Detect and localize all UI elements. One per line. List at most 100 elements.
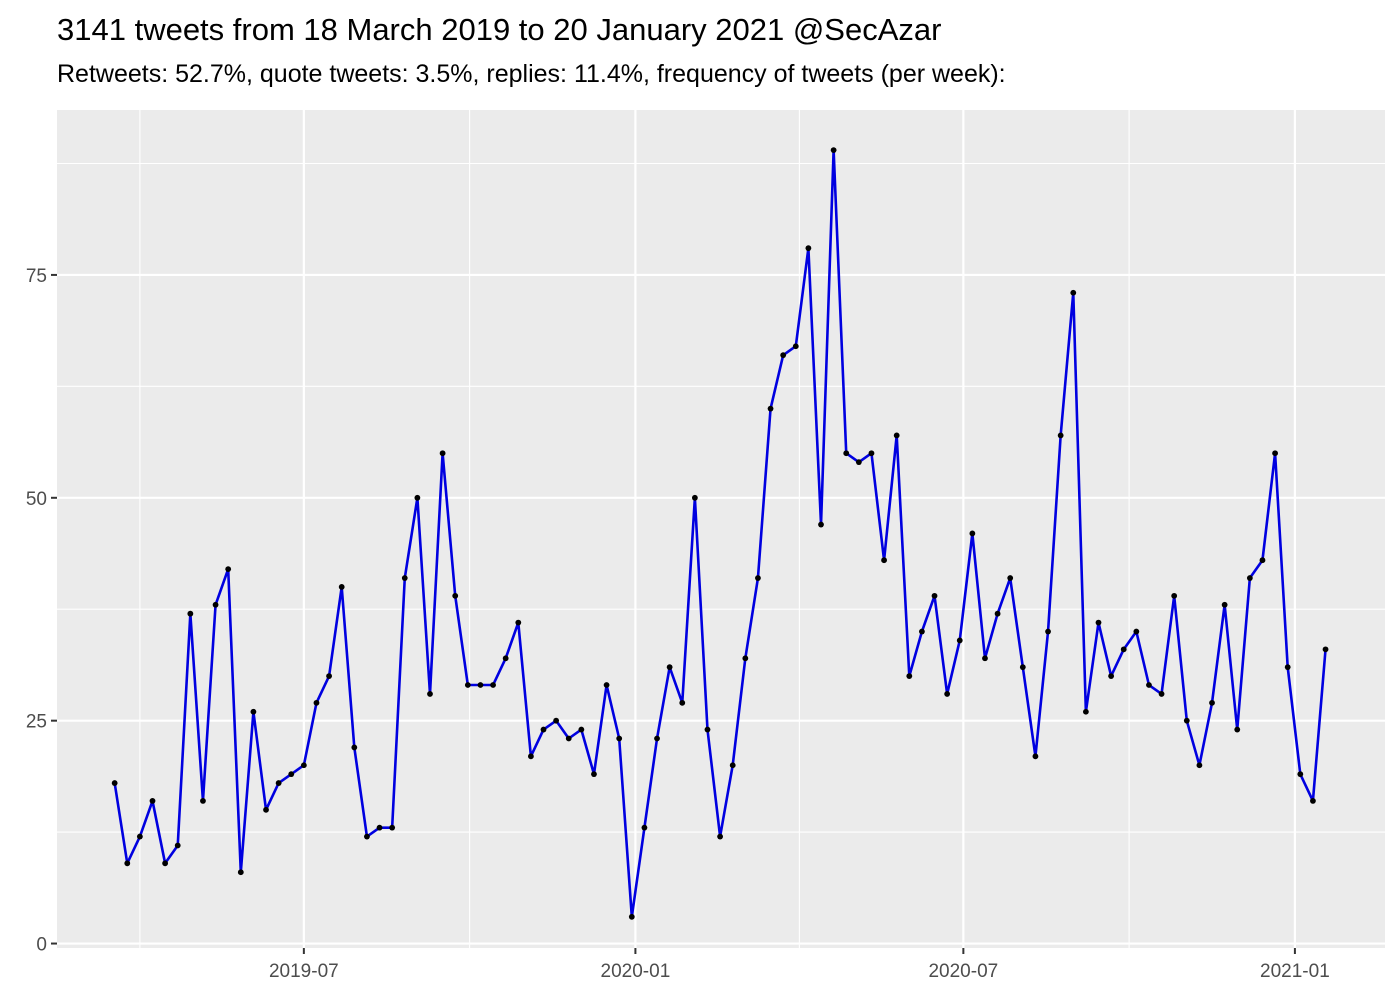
data-point — [1310, 798, 1316, 804]
x-tick-label: 2019-07 — [269, 961, 339, 982]
data-point — [742, 655, 749, 662]
data-point — [326, 673, 332, 679]
data-point — [414, 494, 421, 501]
data-point — [881, 557, 887, 564]
data-point — [616, 735, 623, 742]
data-point — [679, 699, 686, 706]
data-point — [1284, 664, 1291, 671]
data-point — [515, 619, 522, 626]
data-point — [1246, 575, 1253, 581]
data-point — [1146, 682, 1152, 688]
data-point — [174, 842, 181, 849]
x-tick-label: 2021-01 — [1260, 961, 1330, 982]
data-point — [439, 450, 446, 457]
data-point — [502, 655, 509, 662]
data-point — [767, 405, 774, 412]
data-point — [868, 450, 875, 457]
data-point — [1297, 771, 1304, 778]
x-tick-label: 2020-01 — [601, 961, 671, 982]
data-point — [187, 610, 194, 617]
chart-subtitle: Retweets: 52.7%, quote tweets: 3.5%, rep… — [57, 60, 1006, 88]
y-tick-label: 50 — [26, 489, 47, 510]
data-point — [1272, 450, 1278, 457]
data-point — [1007, 575, 1014, 581]
data-point — [717, 833, 723, 840]
data-point — [830, 147, 837, 154]
data-point — [1171, 592, 1178, 599]
data-point — [1234, 726, 1241, 733]
data-point — [691, 494, 698, 501]
data-point — [893, 432, 900, 439]
data-point — [1032, 753, 1039, 760]
data-point — [1019, 664, 1026, 671]
data-point — [666, 664, 673, 671]
data-point — [1209, 699, 1215, 706]
x-tick-label: 2020-07 — [928, 961, 998, 982]
data-point — [401, 575, 408, 581]
data-point — [225, 566, 232, 573]
data-point — [162, 860, 169, 867]
data-point — [944, 691, 951, 697]
data-point — [591, 771, 597, 778]
data-point — [704, 726, 711, 733]
data-point — [250, 708, 257, 715]
data-point — [805, 245, 812, 252]
data-point — [452, 592, 459, 599]
data-point — [111, 780, 118, 786]
data-point — [477, 682, 484, 688]
data-point — [565, 735, 572, 742]
data-point — [553, 717, 560, 724]
data-point — [288, 771, 295, 778]
data-point — [338, 584, 345, 590]
data-point — [351, 744, 358, 751]
data-point — [212, 601, 219, 608]
data-point — [843, 450, 850, 457]
data-point — [1108, 673, 1115, 679]
data-point — [578, 726, 585, 733]
data-point — [982, 655, 988, 662]
data-point — [389, 824, 396, 831]
data-point — [136, 833, 143, 840]
data-point — [527, 753, 534, 760]
data-point — [1322, 646, 1329, 653]
data-point — [1158, 691, 1165, 697]
data-point — [1259, 557, 1266, 564]
y-tick-label: 25 — [26, 712, 47, 733]
data-point — [1082, 708, 1089, 715]
plot-panel — [57, 110, 1385, 948]
data-point — [855, 459, 862, 466]
data-point — [1196, 762, 1203, 769]
data-point — [427, 691, 433, 697]
data-point — [956, 637, 963, 644]
data-point — [149, 798, 156, 804]
data-point — [906, 673, 913, 679]
y-tick-label: 0 — [36, 935, 47, 956]
data-point — [490, 682, 496, 688]
data-point — [1133, 628, 1140, 635]
data-point — [1045, 628, 1051, 635]
data-point — [200, 798, 206, 804]
data-point — [729, 762, 736, 769]
data-point — [1057, 432, 1064, 439]
data-point — [263, 806, 269, 813]
data-point — [792, 343, 799, 350]
data-point — [628, 913, 635, 920]
data-point — [654, 735, 660, 742]
data-point — [994, 610, 1001, 617]
data-point — [1183, 717, 1190, 724]
data-point — [237, 869, 244, 876]
data-point — [540, 726, 547, 733]
data-point — [1120, 646, 1127, 653]
data-point — [313, 699, 320, 706]
data-point — [1095, 619, 1102, 626]
data-point — [780, 352, 787, 359]
data-point — [641, 824, 648, 831]
data-point — [300, 762, 307, 769]
data-point — [755, 575, 761, 581]
data-point — [364, 833, 370, 840]
data-point — [969, 530, 976, 537]
data-point — [124, 860, 131, 867]
y-tick-label: 75 — [26, 266, 47, 287]
data-point — [931, 592, 938, 599]
